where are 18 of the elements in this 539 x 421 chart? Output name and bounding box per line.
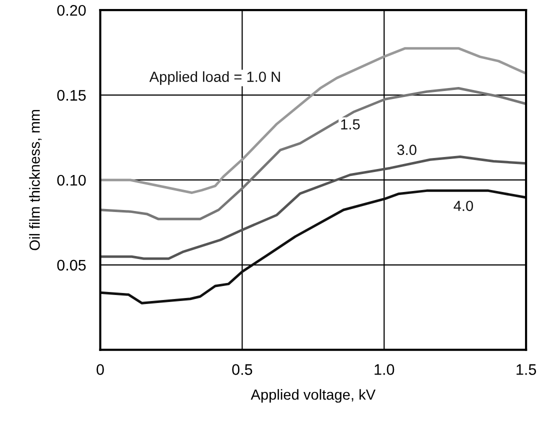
line-series	[100, 47, 526, 194]
line-series	[100, 189, 526, 304]
y-tick-label: 0.05	[57, 260, 86, 271]
series-label: 3.0	[397, 144, 416, 156]
series-label: Applied load = 1.0 N	[149, 71, 280, 85]
x-tick-label: 1.0	[374, 364, 394, 375]
x-axis-title: Applied voltage, kV	[250, 389, 376, 403]
line-series	[100, 86, 526, 220]
x-tick-label: 0.5	[232, 364, 252, 375]
x-tick-label: 1.5	[516, 364, 536, 375]
x-tick-label: 0	[96, 364, 104, 375]
y-tick-label: 0.10	[57, 174, 86, 186]
y-tick-label: 0.20	[57, 4, 86, 16]
series-label: 4.0	[454, 200, 474, 212]
series-label: 1.5	[341, 119, 360, 130]
y-tick-label: 0.15	[57, 90, 86, 101]
line-series	[100, 155, 526, 260]
y-axis-title: Oil film thickness, mm	[29, 110, 42, 250]
